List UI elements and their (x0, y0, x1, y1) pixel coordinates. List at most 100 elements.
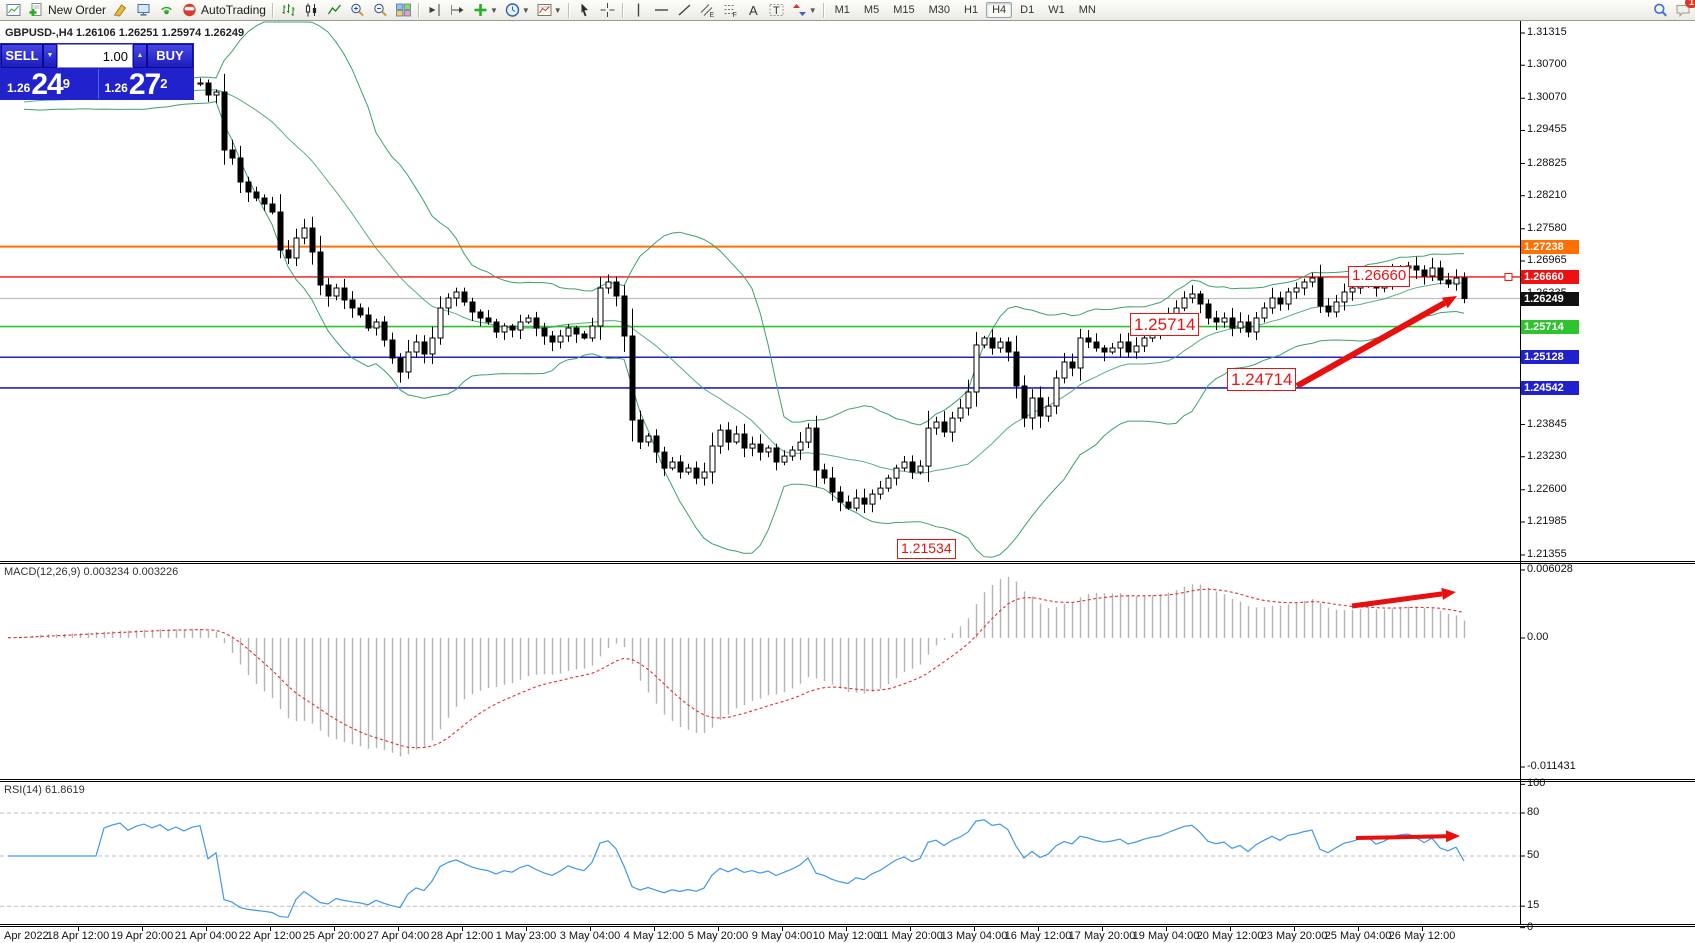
price-axis-tick: 1.30070 (1527, 91, 1567, 104)
auto-scroll-icon[interactable] (446, 0, 469, 21)
price-trend-arrow[interactable] (1295, 296, 1457, 389)
price-axis-tick: 1.27580 (1527, 221, 1567, 234)
timeframe-button-w1[interactable]: W1 (1048, 4, 1065, 16)
buy-price-sup: 2 (160, 76, 168, 91)
chevron-down-icon: ▼ (808, 5, 817, 15)
svg-text:A: A (749, 3, 758, 18)
rsi-axis-tick: 0 (1527, 920, 1534, 933)
terminal-icon[interactable] (132, 0, 155, 21)
templates-icon[interactable]: ▼ (533, 0, 565, 21)
time-axis-label: 22 Apr 12:00 (238, 930, 302, 942)
tile-windows-icon (395, 2, 412, 18)
indicators-icon (472, 2, 489, 18)
candlestick-chart-icon[interactable] (300, 0, 323, 21)
chevron-down-icon: ▼ (489, 5, 498, 15)
macd-trend-arrow[interactable] (1351, 587, 1456, 609)
time-axis-label: 21 Apr 04:00 (174, 930, 238, 942)
time-axis-label: 17 May 20:00 (1068, 930, 1136, 942)
line-chart-icon[interactable] (323, 0, 346, 21)
time-axis-label: 4 May 12:00 (623, 930, 685, 942)
price-annotation[interactable]: 1.21534 (897, 539, 956, 559)
timeframe-button-m15[interactable]: M15 (893, 4, 915, 16)
signals-icon[interactable] (155, 0, 178, 21)
volume-decrease-button[interactable]: ▼ (43, 44, 57, 68)
buy-button[interactable]: BUY (147, 44, 193, 68)
current-price-badge: 1.26249 (1521, 291, 1579, 306)
vertical-line-icon[interactable] (627, 0, 650, 21)
level-price-badge: 1.25714 (1521, 319, 1579, 334)
auto-scroll-icon (449, 2, 466, 18)
volume-input[interactable] (57, 44, 133, 68)
time-axis-label: 26 May 12:00 (1388, 930, 1456, 942)
timeframe-button-h4[interactable]: H4 (986, 2, 1013, 18)
styler-icon[interactable] (109, 0, 132, 21)
line-chart-icon (326, 2, 343, 18)
templates-icon (536, 2, 553, 18)
price-axis-tick: 1.23230 (1527, 449, 1567, 462)
text-icon: A (745, 2, 762, 18)
toolbar-separator (822, 2, 825, 18)
equidistant-channel-icon[interactable]: E (696, 0, 719, 21)
timeframe-button-m1[interactable]: M1 (834, 4, 850, 16)
trendline-icon (676, 2, 693, 18)
rsi-axis-tick: 15 (1527, 899, 1540, 912)
search-icon[interactable] (1649, 0, 1672, 21)
toolbar-separator (621, 2, 624, 18)
periods-icon[interactable]: ▼ (501, 0, 533, 21)
price-axis-tick: 1.23845 (1527, 417, 1567, 430)
tile-windows-icon[interactable] (392, 0, 415, 21)
rsi-trend-arrow[interactable] (1355, 830, 1460, 843)
fibonacci-icon[interactable]: F (719, 0, 742, 21)
time-axis-label: 25 May 04:00 (1324, 930, 1392, 942)
notifications-icon[interactable]: 1 (1672, 0, 1695, 21)
indicators-icon[interactable]: ▼ (469, 0, 501, 21)
text-icon[interactable]: A (742, 0, 765, 21)
zoom-in-icon (349, 2, 366, 18)
volume-increase-button[interactable]: ▲ (133, 44, 147, 68)
timeframe-button-d1[interactable]: D1 (1020, 4, 1035, 16)
zoom-out-icon[interactable] (369, 0, 392, 21)
svg-text:T: T (773, 5, 780, 17)
sell-button[interactable]: SELL (1, 44, 43, 68)
level-price-badge: 1.24542 (1521, 380, 1579, 395)
text-label-icon[interactable]: T (765, 0, 788, 21)
trendline-icon[interactable] (673, 0, 696, 21)
buy-price-big: 27 (128, 68, 161, 101)
svg-text:E: E (709, 12, 714, 18)
timeframe-button-m5[interactable]: M5 (863, 4, 880, 16)
price-axis-tick: 1.22600 (1527, 482, 1567, 495)
timeframe-button-h1[interactable]: H1 (964, 4, 979, 16)
autotrading-button[interactable]: AutoTrading (178, 0, 269, 21)
fibonacci-icon: F (722, 2, 739, 18)
vertical-line-icon (630, 2, 647, 18)
zoom-in-icon[interactable] (346, 0, 369, 21)
new-order-button[interactable]: New Order (25, 0, 109, 21)
price-annotation[interactable]: 1.25714 (1130, 313, 1200, 337)
horizontal-line-icon[interactable] (650, 0, 673, 21)
level-price-badge: 1.25128 (1521, 350, 1579, 365)
notification-badge: 1 (1685, 0, 1695, 8)
price-annotation[interactable]: 1.26660 (1348, 266, 1411, 287)
time-axis-label: 5 May 20:00 (687, 930, 749, 942)
autotrading-icon (181, 2, 198, 18)
time-axis-label: 10 May 12:00 (812, 930, 880, 942)
chart-shift-icon[interactable] (423, 0, 446, 21)
symbol-header: GBPUSD-,H4 1.26106 1.26251 1.25974 1.262… (5, 27, 245, 39)
bollinger-middle (23, 89, 1465, 474)
macd-indicator (7, 576, 1466, 757)
timeframe-button-m30[interactable]: M30 (928, 4, 951, 16)
sell-price-prefix: 1.26 (7, 81, 31, 95)
crosshair-icon[interactable] (596, 0, 619, 21)
time-axis-label: 3 May 04:00 (559, 930, 621, 942)
bar-chart-icon[interactable] (277, 0, 300, 21)
arrows-icon[interactable]: ▼ (788, 0, 820, 21)
cursor-icon[interactable] (573, 0, 596, 21)
buy-price[interactable]: 1.26 27 2 (97, 68, 194, 101)
timeframe-button-mn[interactable]: MN (1078, 4, 1096, 16)
chart-shift-icon (426, 2, 443, 18)
sell-price[interactable]: 1.26 24 9 (1, 69, 96, 100)
crosshair-icon (599, 2, 616, 18)
chart-window-icon[interactable] (2, 0, 25, 21)
price-annotation[interactable]: 1.24714 (1227, 368, 1297, 392)
buy-price-prefix: 1.26 (104, 81, 128, 95)
